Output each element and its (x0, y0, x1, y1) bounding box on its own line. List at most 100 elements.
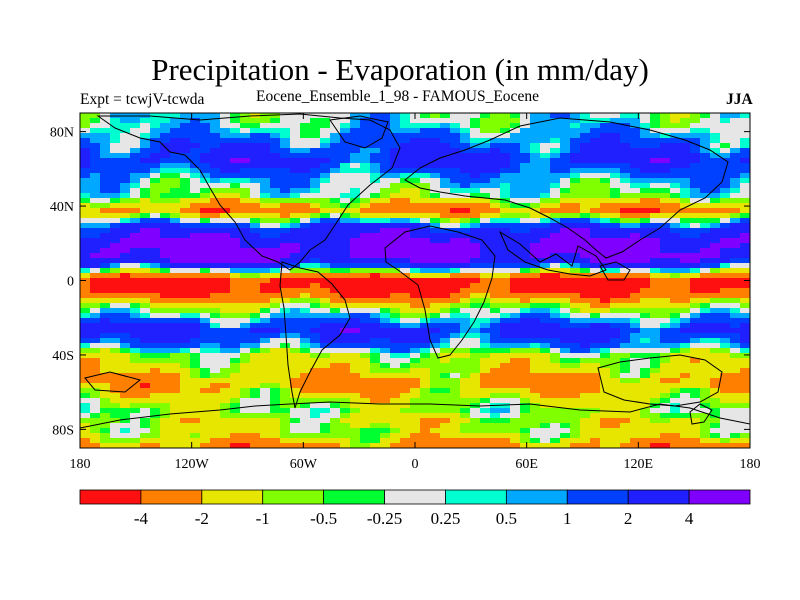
field-cell (240, 138, 251, 144)
y-tick-label: 40S (52, 349, 74, 364)
field-cell (260, 183, 271, 189)
field-cell (620, 278, 631, 284)
field-cell (250, 378, 261, 384)
field-cell (130, 148, 141, 154)
field-cell (190, 188, 201, 194)
field-cell (640, 373, 651, 379)
field-cell (660, 168, 671, 174)
field-cell (570, 243, 581, 249)
field-cell (240, 223, 251, 229)
field-cell (350, 338, 361, 344)
field-cell (90, 408, 101, 414)
field-cell (350, 173, 361, 179)
field-cell (680, 228, 691, 234)
field-cell (490, 363, 501, 369)
field-cell (300, 393, 311, 399)
field-cell (210, 113, 221, 119)
field-cell (310, 223, 321, 229)
field-cell (740, 428, 751, 434)
field-cell (260, 368, 271, 374)
field-cell (250, 303, 261, 309)
field-cell (550, 153, 561, 159)
field-cell (130, 268, 141, 274)
field-cell (160, 173, 171, 179)
field-cell (360, 213, 371, 219)
field-cell (350, 358, 361, 364)
field-cell (180, 138, 191, 144)
field-cell (460, 243, 471, 249)
field-cell (110, 363, 121, 369)
field-cell (640, 138, 651, 144)
field-cell (410, 328, 421, 334)
field-cell (420, 283, 431, 289)
field-cell (90, 243, 101, 249)
field-cell (390, 218, 401, 224)
field-cell (620, 183, 631, 189)
field-cell (670, 433, 681, 439)
field-cell (470, 298, 481, 304)
field-cell (210, 243, 221, 249)
field-cell (430, 383, 441, 389)
field-cell (80, 308, 91, 314)
field-cell (700, 378, 711, 384)
field-cell (130, 178, 141, 184)
field-cell (390, 168, 401, 174)
colorbar-label: 4 (685, 509, 694, 528)
field-cell (270, 228, 281, 234)
field-cell (650, 308, 661, 314)
field-cell (380, 133, 391, 139)
field-cell (240, 438, 251, 444)
field-cell (620, 263, 631, 269)
field-cell (240, 123, 251, 129)
field-cell (730, 183, 741, 189)
field-cell (570, 373, 581, 379)
field-cell (550, 163, 561, 169)
field-cell (570, 148, 581, 154)
field-cell (400, 268, 411, 274)
field-cell (650, 123, 661, 129)
field-cell (720, 328, 731, 334)
field-cell (730, 193, 741, 199)
field-cell (350, 213, 361, 219)
field-cell (250, 133, 261, 139)
field-cell (640, 433, 651, 439)
field-cell (300, 213, 311, 219)
field-cell (590, 388, 601, 394)
field-cell (410, 163, 421, 169)
field-cell (740, 398, 751, 404)
field-cell (640, 273, 651, 279)
field-cell (380, 223, 391, 229)
field-cell (490, 203, 501, 209)
field-cell (470, 323, 481, 329)
field-cell (720, 373, 731, 379)
field-cell (330, 308, 341, 314)
field-cell (90, 198, 101, 204)
field-cell (620, 178, 631, 184)
field-cell (570, 268, 581, 274)
field-cell (440, 378, 451, 384)
field-cell (290, 123, 301, 129)
field-cell (510, 158, 521, 164)
field-cell (190, 153, 201, 159)
field-cell (530, 408, 541, 414)
field-cell (580, 293, 591, 299)
field-cell (430, 133, 441, 139)
field-cell (120, 323, 131, 329)
field-cell (110, 158, 121, 164)
field-cell (550, 328, 561, 334)
field-cell (490, 353, 501, 359)
field-cell (670, 228, 681, 234)
field-cell (500, 188, 511, 194)
field-cell (290, 243, 301, 249)
field-cell (680, 113, 691, 119)
field-cell (160, 228, 171, 234)
field-cell (520, 233, 531, 239)
field-cell (480, 338, 491, 344)
field-cell (310, 353, 321, 359)
field-cell (130, 123, 141, 129)
field-cell (470, 343, 481, 349)
field-cell (160, 198, 171, 204)
field-cell (320, 423, 331, 429)
field-cell (310, 168, 321, 174)
field-cell (230, 303, 241, 309)
